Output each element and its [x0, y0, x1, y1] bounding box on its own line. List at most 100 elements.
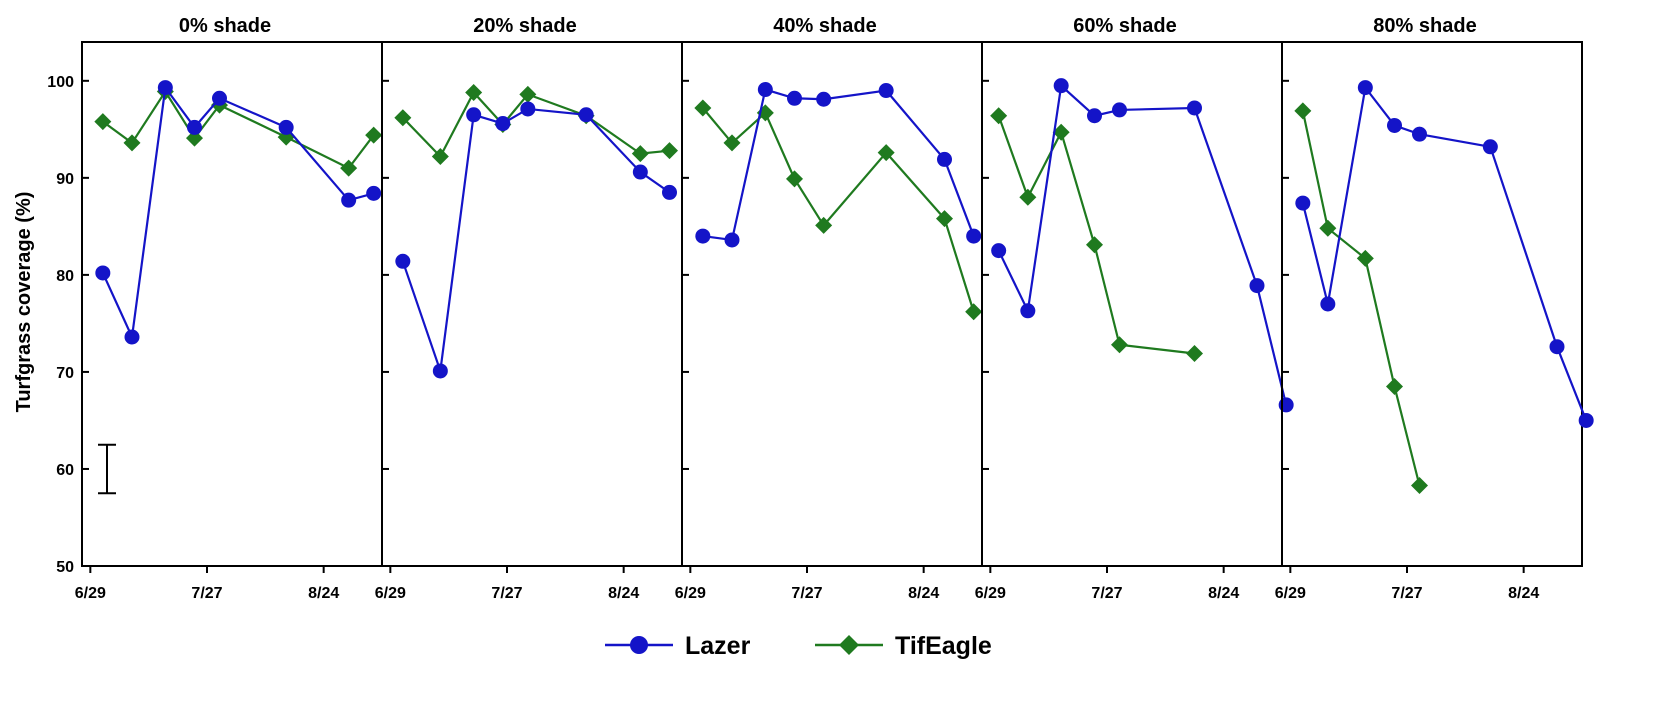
lazer-line: [997, 83, 1288, 406]
panel-3: 60% shade 6/29 7/27 8/24: [975, 15, 1294, 602]
lazer-point: [937, 151, 952, 167]
lazer-point: [157, 80, 173, 96]
tifeagle-point: [1356, 249, 1374, 267]
lazer-point: [1357, 80, 1373, 96]
y-tick-label: 70: [56, 365, 74, 382]
legend-tifeagle-marker: [839, 635, 859, 655]
lazer-point: [757, 82, 773, 98]
tifeagle-point: [723, 134, 741, 152]
lazer-point: [366, 185, 382, 201]
tifeagle-line: [1301, 110, 1421, 486]
tifeagle-point: [1319, 219, 1337, 237]
tifeagle-line: [997, 115, 1195, 355]
tifeagle-point: [465, 83, 483, 101]
x-tick-label: 7/27: [791, 585, 822, 602]
legend: Lazer TifEagle: [605, 632, 992, 660]
tifeagle-point: [1052, 123, 1070, 141]
tifeagle-point: [1411, 476, 1428, 494]
tifeagle-point: [815, 216, 833, 234]
x-tick-label: 7/27: [1391, 585, 1422, 602]
lazer-point: [495, 116, 511, 132]
x-tick-label: 8/24: [1508, 585, 1539, 602]
lazer-point: [341, 192, 357, 208]
tifeagle-point: [877, 144, 895, 162]
y-tick-label: 60: [56, 462, 74, 479]
tifeagle-point: [365, 126, 383, 144]
tifeagle-point: [519, 85, 537, 103]
x-tick-label: 6/29: [75, 585, 106, 602]
tifeagle-point: [1019, 188, 1037, 206]
lazer-point: [662, 184, 677, 200]
lazer-point: [878, 83, 894, 99]
lazer-point: [1278, 397, 1294, 413]
panel-title: 0% shade: [179, 15, 271, 37]
panel-title: 60% shade: [1073, 15, 1176, 37]
x-tick-label: 6/29: [675, 585, 706, 602]
lazer-point: [124, 329, 140, 345]
x-tick-label: 8/24: [1208, 585, 1239, 602]
tifeagle-point: [394, 109, 412, 127]
lazer-point: [1320, 296, 1336, 312]
lazer-point: [1578, 412, 1594, 428]
panel-frame: [81, 41, 383, 567]
tifeagle-point: [340, 159, 358, 177]
lazer-point: [695, 228, 711, 244]
tifeagle-line: [701, 107, 975, 313]
legend-tifeagle-label: TifEagle: [895, 632, 992, 660]
lazer-point: [1020, 303, 1036, 319]
y-tick-label: 90: [56, 171, 74, 188]
lazer-point: [787, 90, 802, 106]
x-tick-label: 8/24: [908, 585, 939, 602]
lazer-point: [1412, 126, 1427, 142]
legend-lazer-marker: [630, 636, 648, 654]
tifeagle-point: [431, 148, 449, 166]
x-tick-label: 7/27: [1091, 585, 1122, 602]
lazer-point: [1387, 117, 1402, 133]
lazer-line: [1301, 84, 1588, 421]
tifeagle-line: [102, 89, 375, 170]
panel-frame: [1281, 41, 1583, 567]
lazer-point: [991, 243, 1007, 259]
y-tick-label: 80: [56, 268, 74, 285]
lazer-point: [1295, 195, 1311, 211]
y-axis-label: Turfgrass coverage (%): [13, 192, 35, 413]
lazer-point: [1053, 78, 1069, 94]
x-tick-label: 8/24: [308, 585, 339, 602]
lazer-point: [578, 107, 594, 123]
panel-title: 20% shade: [473, 15, 576, 37]
tifeagle-point: [1111, 336, 1128, 354]
tifeagle-point: [186, 129, 203, 147]
tifeagle-point: [1186, 344, 1203, 362]
panel-0: 0% shade 50 60 70 80 90 100 6/29 7/27 8/24: [47, 15, 383, 602]
lazer-point: [816, 91, 832, 107]
lazer-point: [1249, 278, 1265, 294]
lazer-point: [212, 90, 227, 106]
lazer-point: [395, 253, 411, 269]
lazer-point: [724, 232, 740, 248]
tifeagle-point: [936, 210, 953, 228]
tifeagle-point: [694, 99, 712, 117]
lazer-point: [95, 265, 111, 281]
x-tick-label: 6/29: [1275, 585, 1306, 602]
tifeagle-point: [1386, 377, 1403, 395]
x-tick-label: 7/27: [191, 585, 222, 602]
tifeagle-point: [965, 303, 983, 321]
panel-title: 80% shade: [1373, 15, 1476, 37]
tifeagle-point: [123, 134, 141, 152]
x-tick-label: 7/27: [491, 585, 522, 602]
tifeagle-line: [402, 90, 670, 159]
tifeagle-point: [631, 145, 649, 163]
tifeagle-point: [94, 113, 112, 131]
lazer-point: [278, 119, 294, 135]
lazer-point: [1112, 102, 1127, 118]
y-tick-label: 100: [47, 74, 74, 91]
lazer-point: [432, 363, 448, 379]
lazer-point: [966, 228, 982, 244]
tifeagle-point: [661, 142, 678, 160]
panel-frame: [381, 41, 683, 567]
legend-lazer-label: Lazer: [685, 632, 751, 660]
tifeagle-point: [786, 170, 803, 188]
x-tick-label: 6/29: [975, 585, 1006, 602]
